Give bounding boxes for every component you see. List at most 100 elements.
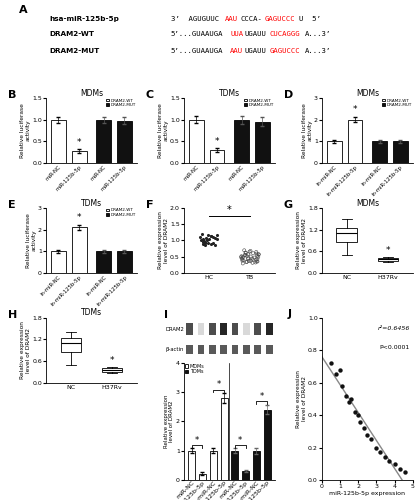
Text: P<0.0001: P<0.0001 [380, 345, 410, 350]
Y-axis label: Relative expression
level of DRAM2: Relative expression level of DRAM2 [296, 212, 307, 270]
Bar [372, 142, 387, 164]
Y-axis label: Relative luciferase
activity: Relative luciferase activity [302, 103, 313, 158]
Text: *: * [353, 106, 357, 114]
Title: MDMs: MDMs [80, 88, 103, 98]
Text: hsa-miR-125b-5p: hsa-miR-125b-5p [50, 16, 120, 22]
Point [242, 248, 249, 256]
Legend: MDMs, TDMs: MDMs, TDMs [184, 363, 205, 375]
Text: C: C [146, 90, 154, 100]
Point [245, 255, 251, 263]
Point [204, 240, 211, 248]
Bar [198, 344, 204, 354]
Bar [51, 252, 66, 274]
Bar [347, 120, 362, 164]
PathPatch shape [102, 368, 122, 372]
Text: *: * [215, 137, 219, 146]
Bar [210, 150, 225, 164]
Bar [189, 120, 204, 164]
Text: A...3’: A...3’ [304, 32, 331, 38]
Title: MDMs: MDMs [356, 198, 379, 207]
Point [197, 236, 204, 244]
Bar [186, 324, 193, 335]
Point [199, 238, 206, 246]
Point [373, 444, 380, 452]
Y-axis label: Relative expression
level of DRAM2: Relative expression level of DRAM2 [296, 370, 307, 428]
Legend: DRAM2-WT, DRAM2-MUT: DRAM2-WT, DRAM2-MUT [106, 98, 137, 108]
Point [203, 234, 210, 242]
Text: I: I [164, 310, 168, 320]
Bar [327, 142, 342, 164]
PathPatch shape [336, 228, 357, 242]
Text: AAU: AAU [230, 48, 243, 54]
Text: CUCAGGG: CUCAGGG [270, 32, 300, 38]
Point [242, 251, 248, 259]
Bar [220, 344, 227, 354]
Legend: DRAM2-WT, DRAM2-MUT: DRAM2-WT, DRAM2-MUT [382, 98, 412, 108]
Legend: DRAM2-WT, DRAM2-MUT: DRAM2-WT, DRAM2-MUT [106, 208, 137, 218]
Text: A...3’: A...3’ [304, 48, 331, 54]
Point [246, 248, 253, 256]
Point [214, 230, 221, 238]
Point [243, 252, 250, 260]
Point [238, 253, 244, 261]
Bar [232, 324, 238, 335]
Point [397, 464, 403, 472]
Point [199, 230, 206, 238]
Point [238, 252, 245, 260]
Point [207, 232, 214, 239]
Bar [72, 151, 86, 164]
Point [364, 430, 371, 438]
Y-axis label: Relative luciferase
activity: Relative luciferase activity [158, 103, 169, 158]
Bar [255, 122, 270, 164]
Point [254, 255, 261, 263]
Point [206, 236, 212, 244]
Text: *: * [260, 392, 264, 401]
Point [242, 249, 249, 257]
Point [333, 370, 340, 378]
Point [239, 255, 246, 263]
Y-axis label: Relative expression
level of DRAM2: Relative expression level of DRAM2 [158, 212, 168, 270]
Point [204, 231, 211, 239]
Text: UUA: UUA [230, 32, 243, 38]
Point [391, 460, 398, 468]
Point [241, 246, 248, 254]
Point [248, 257, 254, 265]
Point [199, 234, 206, 242]
Bar [242, 471, 249, 480]
Point [212, 242, 218, 250]
Text: J: J [287, 310, 292, 320]
Point [328, 359, 334, 367]
Y-axis label: Relative luciferase
activity: Relative luciferase activity [20, 103, 31, 158]
Text: UGAUU: UGAUU [245, 32, 267, 38]
Text: *: * [110, 356, 114, 366]
Point [255, 253, 261, 261]
Bar [117, 121, 132, 164]
Point [200, 237, 207, 245]
X-axis label: miR-125b-5p expression: miR-125b-5p expression [329, 490, 405, 496]
Point [351, 408, 358, 416]
Point [251, 254, 258, 262]
Text: DRAM2: DRAM2 [166, 326, 185, 332]
Text: UGAUU: UGAUU [245, 48, 267, 54]
Point [202, 240, 208, 248]
Text: AAU: AAU [225, 16, 238, 22]
Bar [266, 324, 272, 335]
Text: *: * [227, 205, 232, 215]
Bar [253, 450, 260, 480]
Point [239, 256, 246, 264]
Bar [199, 474, 206, 480]
Point [197, 232, 204, 240]
Text: F: F [146, 200, 153, 210]
Point [346, 398, 352, 406]
PathPatch shape [378, 258, 398, 261]
Bar [231, 450, 238, 480]
Text: GAGUCCC: GAGUCCC [265, 16, 295, 22]
Text: r²=0.6456: r²=0.6456 [378, 326, 410, 330]
Point [243, 258, 250, 266]
Title: TDMs: TDMs [81, 308, 102, 318]
Bar [198, 324, 204, 335]
Point [240, 256, 247, 264]
Point [386, 456, 393, 464]
Point [360, 424, 367, 432]
Point [355, 411, 362, 419]
